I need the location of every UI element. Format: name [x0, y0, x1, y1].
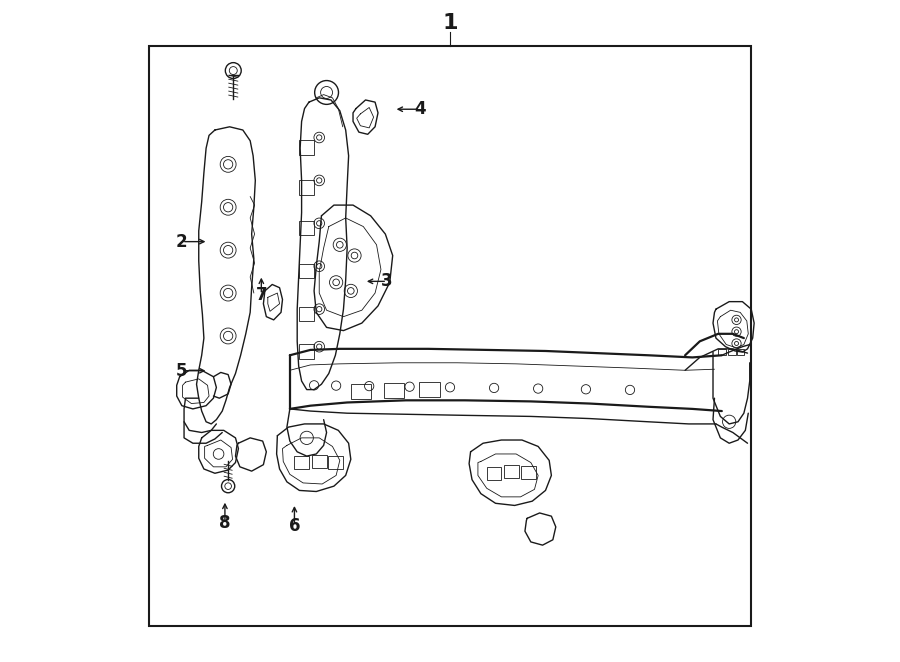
Bar	[718, 350, 726, 355]
Text: 7: 7	[256, 285, 267, 304]
Bar	[299, 263, 314, 278]
Text: 2: 2	[176, 232, 188, 251]
Bar	[299, 344, 314, 359]
Bar	[728, 350, 735, 355]
Bar	[299, 307, 314, 321]
Text: 1: 1	[442, 13, 458, 33]
Text: 5: 5	[176, 361, 187, 380]
Bar	[299, 180, 314, 195]
Text: 3: 3	[382, 272, 393, 291]
Text: 6: 6	[289, 517, 301, 536]
Bar	[736, 350, 744, 355]
Bar	[487, 467, 501, 480]
Bar	[299, 220, 314, 235]
Text: 4: 4	[414, 100, 426, 118]
Bar	[419, 382, 440, 397]
Bar	[384, 383, 404, 398]
Bar	[351, 384, 372, 399]
Bar	[148, 46, 751, 626]
Bar	[521, 466, 536, 479]
Bar	[312, 455, 327, 468]
Bar	[299, 140, 314, 155]
Bar	[294, 456, 309, 469]
Bar	[328, 456, 343, 469]
Bar	[504, 465, 519, 477]
Text: 8: 8	[220, 514, 230, 532]
